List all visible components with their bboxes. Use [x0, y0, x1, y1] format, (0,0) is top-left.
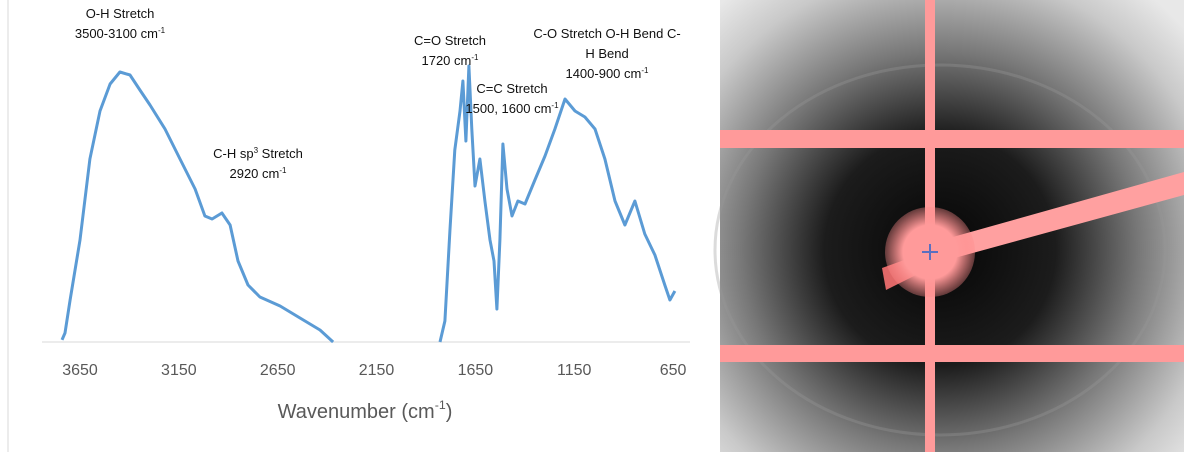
mask-band [720, 345, 1184, 362]
annotation-line: 1720 cm-1 [421, 53, 479, 69]
mask-band [720, 130, 1184, 148]
text-run: Wavenumber (cm [278, 401, 435, 423]
spectrum-line [60, 64, 677, 344]
diffraction-image [713, 0, 1184, 452]
text-run: C-H sp [213, 146, 253, 161]
annotation-line: 2920 cm-1 [229, 166, 287, 182]
annotation-line: C-H sp3 Stretch [213, 146, 303, 162]
superscript: -1 [641, 66, 649, 75]
x-tick-label: 2650 [260, 362, 296, 379]
text-run: Stretch [258, 146, 303, 161]
superscript: -1 [551, 101, 559, 110]
beam-center [922, 244, 938, 260]
annotation: C=C Stretch 1500, 1600 cm-1 [465, 81, 559, 116]
ring [713, 63, 1167, 437]
superscript: -1 [471, 53, 479, 62]
superscript: -1 [435, 398, 446, 412]
x-tick-label: 1650 [458, 362, 494, 379]
annotation: O-H Stretch 3500-3100 cm-1 [75, 6, 166, 41]
text-run: 1500, 1600 cm [465, 101, 551, 116]
superscript: -1 [158, 26, 166, 35]
beam-stop [935, 172, 1184, 262]
text-run: H Bend [585, 46, 628, 61]
text-run: 1400-900 cm [565, 66, 641, 81]
annotation: C=O Stretch 1720 cm-1 [414, 33, 486, 68]
annotation-line: 3500-3100 cm-1 [75, 26, 166, 42]
x-axis-title: Wavenumber (cm-1) [278, 398, 453, 423]
text-run: C-O Stretch O-H Bend C- [533, 26, 680, 41]
text-run: C=O Stretch [414, 33, 486, 48]
annotation: C-O Stretch O-H Bend C- H Bend 1400-900 cm… [533, 26, 680, 81]
x-tick-label: 2150 [359, 362, 395, 379]
annotation-line: O-H Stretch [86, 6, 155, 21]
annotation-line: 1400-900 cm-1 [565, 66, 649, 82]
superscript: -1 [279, 166, 287, 175]
x-tick-label: 3650 [62, 362, 98, 379]
x-tick-label: 3150 [161, 362, 197, 379]
text-run: O-H Stretch [86, 6, 155, 21]
annotation-line: 1500, 1600 cm-1 [465, 101, 559, 117]
text-run: ) [446, 401, 453, 423]
x-tick-label: 1150 [557, 362, 592, 379]
text-run: 2920 cm [229, 166, 279, 181]
x-tick-label: 650 [660, 362, 687, 379]
text-run: C=C Stretch [476, 81, 547, 96]
annotation-line: C=O Stretch [414, 33, 486, 48]
annotation-line: H Bend [585, 46, 628, 61]
annotation-line: C-O Stretch O-H Bend C- [533, 26, 680, 41]
text-run: 1720 cm [421, 53, 471, 68]
superscript: 3 [254, 146, 259, 155]
annotation: C-H sp3 Stretch 2920 cm-1 [213, 146, 303, 182]
text-run: 3500-3100 cm [75, 26, 158, 41]
annotation-line: C=C Stretch [476, 81, 547, 96]
